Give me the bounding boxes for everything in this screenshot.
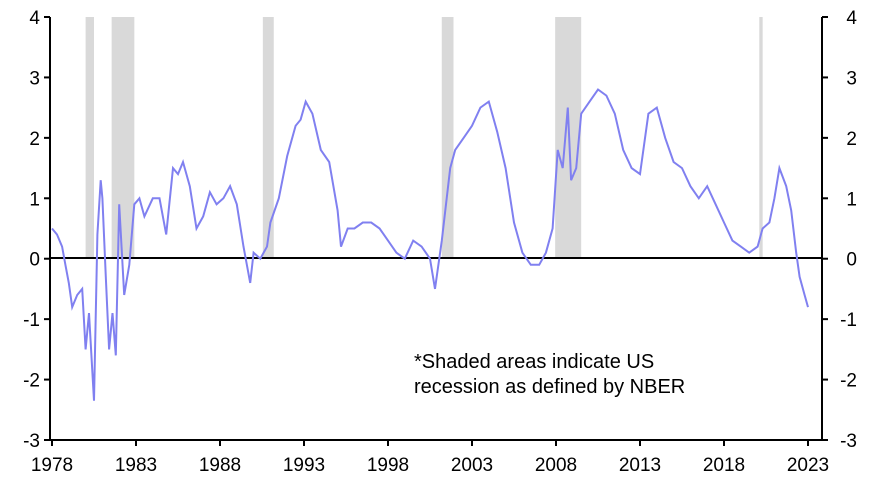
x-tick-label: 1998	[367, 455, 409, 476]
y-tick-label-right: 4	[846, 8, 857, 29]
recession-band	[441, 17, 454, 259]
recession-band	[262, 17, 274, 259]
recession-band	[111, 17, 135, 259]
y-tick-label-left: 1	[29, 189, 40, 210]
annotation-line1: *Shaded areas indicate US	[414, 351, 655, 373]
x-tick-label: 2023	[787, 455, 829, 476]
y-tick-label-left: 2	[29, 129, 40, 150]
y-tick-label-left: 4	[29, 8, 40, 29]
ticks: -3 -3 -2 -2 -1 -1 0 0 1 1 2 2 3 3 4 4 1978 1983 1988 1993 19…	[23, 8, 857, 476]
y-tick-label-left: -2	[23, 371, 40, 392]
x-tick-label: 1978	[31, 455, 73, 476]
recession-band	[85, 17, 94, 259]
x-tick-label: 2003	[451, 455, 493, 476]
y-tick-label-right: 1	[846, 189, 857, 210]
y-tick-label-left: -1	[23, 310, 40, 331]
x-tick-label: 1988	[199, 455, 241, 476]
x-tick-label: 2018	[703, 455, 745, 476]
y-tick-label-right: 3	[846, 68, 857, 89]
y-tick-label-right: 2	[846, 129, 857, 150]
recession-band	[759, 17, 763, 259]
x-tick-label: 1983	[115, 455, 157, 476]
recession-bands	[85, 17, 763, 259]
x-tick-label: 2008	[535, 455, 577, 476]
y-tick-label-right: 0	[846, 250, 857, 271]
y-tick-label-left: 3	[29, 68, 40, 89]
y-tick-label-left: 0	[29, 250, 40, 271]
y-tick-label-left: -3	[23, 431, 40, 452]
series-line	[51, 88, 809, 401]
x-tick-label: 2013	[619, 455, 661, 476]
y-tick-label-right: -2	[840, 371, 857, 392]
y-tick-label-right: -1	[840, 310, 857, 331]
annotation-line2: recession as defined by NBER	[414, 376, 686, 398]
y-tick-label-right: -3	[840, 431, 857, 452]
annotation: *Shaded areas indicate US recession as de…	[414, 350, 685, 400]
x-tick-label: 1993	[283, 455, 325, 476]
